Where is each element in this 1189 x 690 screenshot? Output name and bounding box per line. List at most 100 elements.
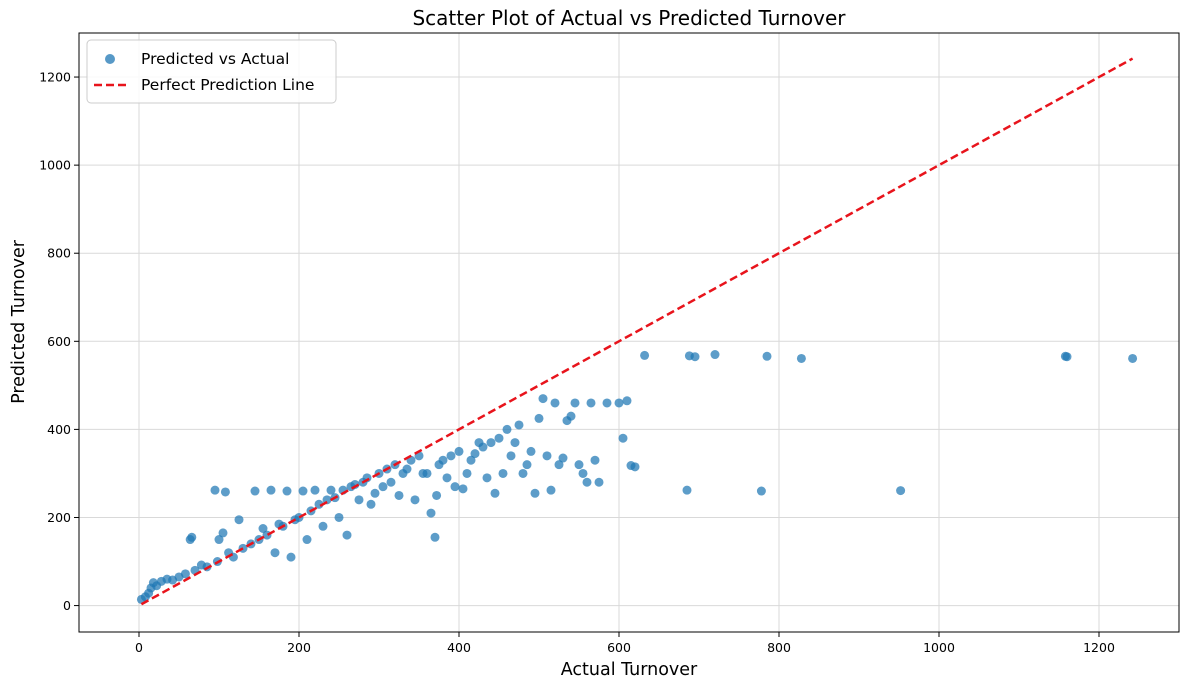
- scatter-point: [526, 446, 536, 456]
- scatter-point: [462, 468, 472, 478]
- scatter-point: [450, 482, 460, 492]
- scatter-point: [482, 473, 492, 483]
- scatter-point: [378, 482, 388, 492]
- scatter-point: [220, 487, 230, 497]
- scatter-point: [558, 453, 568, 463]
- scatter-point: [582, 477, 592, 487]
- y-tick-label: 400: [47, 422, 71, 437]
- scatter-point: [310, 485, 320, 495]
- scatter-point: [266, 485, 276, 495]
- scatter-point: [566, 411, 576, 421]
- scatter-point: [234, 515, 244, 525]
- scatter-point: [1062, 352, 1072, 362]
- scatter-point: [762, 351, 772, 361]
- scatter-point: [618, 433, 628, 443]
- scatter-point: [586, 398, 596, 408]
- scatter-point: [210, 485, 220, 495]
- scatter-point: [578, 468, 588, 478]
- scatter-point: [602, 398, 612, 408]
- scatter-point: [710, 350, 720, 360]
- scatter-point: [796, 353, 806, 363]
- scatter-point: [494, 433, 504, 443]
- scatter-point: [402, 464, 412, 474]
- scatter-point: [318, 521, 328, 531]
- scatter-point: [370, 488, 380, 498]
- scatter-point: [594, 477, 604, 487]
- scatter-point: [590, 455, 600, 465]
- scatter-point: [574, 460, 584, 470]
- scatter-point: [630, 462, 640, 472]
- scatter-point: [187, 532, 197, 542]
- x-tick-label: 1000: [923, 640, 955, 655]
- scatter-point: [394, 490, 404, 500]
- scatter-point: [270, 548, 280, 558]
- scatter-point: [682, 485, 692, 495]
- scatter-point: [334, 512, 344, 522]
- scatter-point: [546, 485, 556, 495]
- x-axis-title: Actual Turnover: [561, 660, 698, 680]
- scatter-point: [490, 488, 500, 498]
- scatter-point: [458, 484, 468, 494]
- scatter-point: [250, 486, 260, 496]
- scatter-point: [690, 352, 700, 362]
- scatter-point: [1128, 353, 1138, 363]
- scatter-point: [214, 535, 224, 545]
- scatter-point: [342, 530, 352, 540]
- scatter-point: [302, 535, 312, 545]
- scatter-point: [502, 424, 512, 434]
- scatter-point: [518, 468, 528, 478]
- chart-title: Scatter Plot of Actual vs Predicted Turn…: [412, 6, 846, 30]
- scatter-point: [286, 552, 296, 562]
- scatter-point: [554, 460, 564, 470]
- scatter-point: [426, 508, 436, 518]
- scatter-point: [446, 451, 456, 461]
- grid: [79, 33, 1179, 632]
- legend-box: [86, 39, 337, 104]
- scatter-point: [486, 438, 496, 448]
- scatter-point: [510, 438, 520, 448]
- legend: Predicted vs Actual Perfect Prediction L…: [86, 39, 337, 104]
- scatter-point: [470, 449, 480, 459]
- axis-ticks: 0 200 400 600 800 1000 1200 0 200 400 600 800 1000 12…: [39, 70, 1115, 655]
- scatter-point: [430, 532, 440, 542]
- scatter-point: [506, 451, 516, 461]
- legend-scatter-marker: [105, 54, 115, 64]
- scatter-point: [542, 451, 552, 461]
- scatter-point: [438, 455, 448, 465]
- scatter-point: [570, 398, 580, 408]
- scatter-point: [180, 569, 190, 579]
- scatter-point: [522, 460, 532, 470]
- x-tick-label: 800: [767, 640, 791, 655]
- scatter-point: [410, 495, 420, 505]
- y-tick-label: 800: [47, 246, 71, 261]
- scatter-point: [756, 486, 766, 496]
- perfect-prediction-line-path: [140, 57, 1134, 606]
- scatter-point: [422, 468, 432, 478]
- scatter-point: [514, 420, 524, 430]
- scatter-point: [896, 486, 906, 496]
- x-tick-label: 600: [607, 640, 631, 655]
- scatter-point: [534, 413, 544, 423]
- y-axis-title: Predicted Turnover: [9, 239, 29, 404]
- y-tick-label: 1200: [39, 70, 71, 85]
- scatter-point: [622, 396, 632, 406]
- y-tick-label: 200: [47, 510, 71, 525]
- plot-frame: [78, 32, 1180, 633]
- scatter-point: [530, 488, 540, 498]
- x-tick-label: 200: [287, 640, 311, 655]
- legend-label-scatter: Predicted vs Actual: [141, 50, 289, 68]
- scatter-point: [282, 486, 292, 496]
- scatter-point: [326, 485, 336, 495]
- scatter-point: [298, 486, 308, 496]
- scatter-point: [498, 468, 508, 478]
- y-tick-label: 1000: [39, 158, 71, 173]
- x-tick-label: 400: [447, 640, 471, 655]
- scatter-point: [258, 523, 268, 533]
- scatter-point: [538, 394, 548, 404]
- scatter-point: [478, 442, 488, 452]
- scatter-point: [550, 398, 560, 408]
- scatter-point: [366, 499, 376, 509]
- x-tick-label: 1200: [1083, 640, 1115, 655]
